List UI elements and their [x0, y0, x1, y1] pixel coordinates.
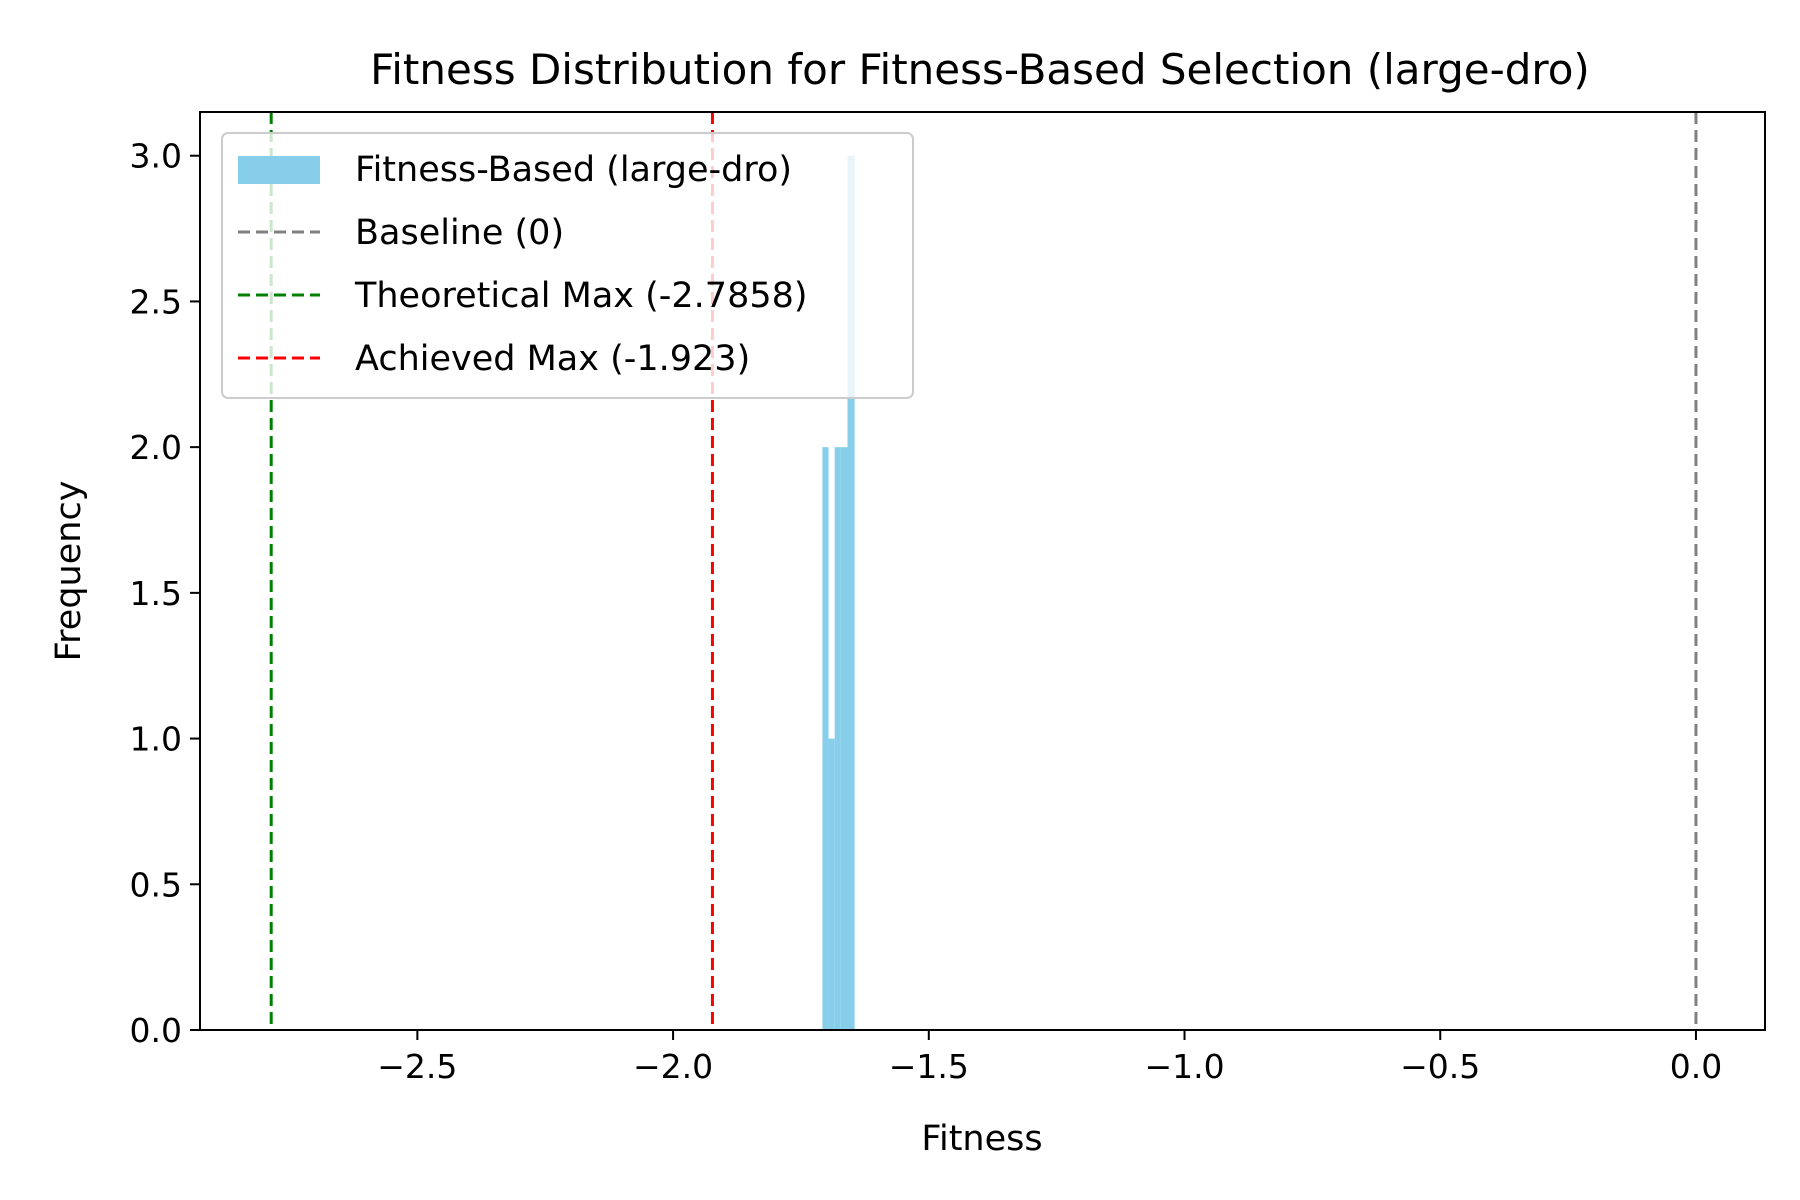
legend-label-histogram: Fitness-Based (large-dro): [355, 150, 792, 190]
x-tick-label: −2.5: [377, 1047, 457, 1086]
x-axis-label: Fitness: [921, 1119, 1042, 1159]
y-tick-label: 1.5: [130, 574, 182, 613]
y-tick-label: 3.0: [130, 137, 182, 176]
y-axis: 0.0 0.5 1.0 1.5 2.0 2.5 3.0: [130, 137, 200, 1050]
plot-area: [199, 111, 1766, 1031]
histogram-bar: [834, 447, 841, 1031]
y-tick-label: 0.5: [130, 865, 182, 904]
y-tick-label: 1.0: [130, 720, 182, 759]
legend-label-theoretical-max: Theoretical Max (-2.7858): [354, 276, 808, 316]
histogram-bars: [822, 155, 855, 1031]
histogram-bar: [822, 447, 829, 1031]
legend: Fitness-Based (large-dro) Baseline (0) T…: [221, 132, 914, 399]
x-tick-label: −0.5: [1400, 1047, 1480, 1086]
x-tick-label: 0.0: [1670, 1047, 1722, 1086]
legend-label-achieved-max: Achieved Max (-1.923): [355, 339, 750, 379]
histogram-bar: [847, 155, 855, 1030]
histogram-bar: [828, 738, 835, 1030]
x-tick-label: −2.0: [633, 1047, 713, 1086]
y-axis-label: Frequency: [49, 481, 89, 662]
plot-frame: [199, 111, 1766, 1031]
x-tick-label: −1.0: [1144, 1047, 1224, 1086]
y-tick-label: 2.5: [130, 282, 182, 321]
y-tick-label: 2.0: [130, 428, 182, 467]
x-axis: −2.5 −2.0 −1.5 −1.0 −0.5 0.0: [377, 1030, 1722, 1086]
y-tick-label: 0.0: [130, 1011, 182, 1050]
x-tick-label: −1.5: [889, 1047, 969, 1086]
chart-title: Fitness Distribution for Fitness-Based S…: [370, 45, 1590, 94]
legend-box: [221, 132, 914, 399]
legend-swatch-histogram: [238, 156, 320, 184]
legend-label-baseline: Baseline (0): [355, 213, 564, 253]
histogram-bar: [840, 447, 848, 1031]
